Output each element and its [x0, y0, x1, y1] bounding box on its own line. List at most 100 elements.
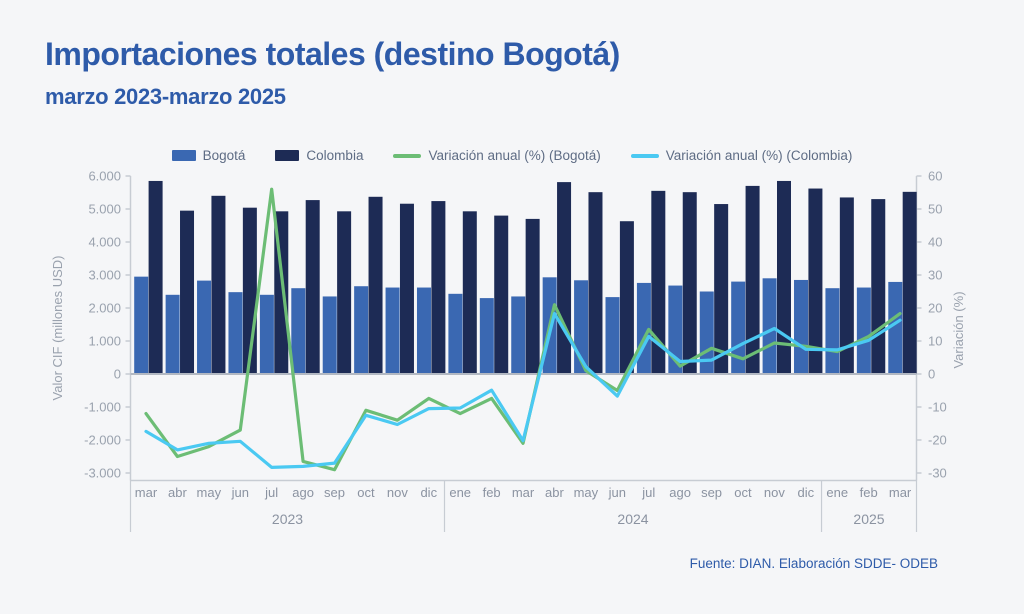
bar-colombia — [211, 195, 226, 374]
bar-bogota — [291, 288, 306, 374]
month-label: oct — [734, 485, 752, 500]
bars-colombia — [148, 180, 917, 374]
left-tick-label: 4.000 — [88, 235, 121, 250]
bar-bogota — [197, 280, 212, 374]
month-label: feb — [483, 485, 501, 500]
left-tick-label: 1.000 — [88, 334, 121, 349]
legend-swatch-bogota-line — [393, 153, 422, 158]
bar-bogota — [322, 296, 337, 374]
chart-legend: Bogotá Colombia Variación anual (%) (Bog… — [0, 148, 1024, 163]
bar-colombia — [431, 201, 446, 374]
month-label: jun — [608, 485, 626, 500]
month-label: jul — [264, 485, 278, 500]
year-groups: 2023 2024 2025 — [129, 480, 918, 532]
month-label: mar — [135, 485, 158, 500]
right-tick-label: 30 — [928, 268, 942, 283]
bar-colombia — [557, 182, 572, 374]
bar-bogota — [511, 296, 526, 374]
bar-colombia — [305, 200, 320, 374]
bar-bogota — [856, 287, 871, 374]
legend-label-variacion-colombia: Variación anual (%) (Colombia) — [665, 148, 853, 163]
bar-bogota — [165, 294, 180, 374]
month-label: dic — [798, 485, 815, 500]
right-tick-label: 10 — [928, 334, 942, 349]
left-tick-label: 3.000 — [88, 268, 121, 283]
bar-colombia — [902, 191, 917, 374]
bar-colombia — [839, 197, 854, 374]
legend-label-variacion-bogota: Variación anual (%) (Bogotá) — [428, 148, 601, 163]
bar-colombia — [494, 215, 509, 374]
legend-label-colombia: Colombia — [306, 148, 364, 163]
bars-bogota — [134, 276, 903, 374]
right-tick-label: -20 — [928, 433, 947, 448]
bar-bogota — [259, 294, 274, 374]
bar-bogota — [134, 276, 149, 374]
left-tick-label: 2.000 — [88, 301, 121, 316]
bar-bogota — [888, 281, 903, 374]
legend-item-colombia: Colombia — [275, 148, 363, 163]
bar-colombia — [808, 188, 823, 374]
bar-bogota — [479, 298, 494, 374]
month-label: abr — [168, 485, 187, 500]
left-axis-ticks: 6.000 5.000 4.000 3.000 2.000 1.000 0 -1.000 -2.… — [84, 169, 131, 481]
bar-bogota — [416, 287, 431, 374]
right-tick-label: -10 — [928, 400, 947, 415]
month-label: oct — [357, 485, 375, 500]
year-label: 2023 — [272, 511, 303, 527]
left-axis-title: Valor CIF (millones USD) — [50, 256, 65, 401]
page-subtitle: marzo 2023-marzo 2025 — [45, 84, 286, 109]
legend-swatch-bogota-bar — [171, 150, 196, 161]
legend-item-variacion-bogota: Variación anual (%) (Bogotá) — [393, 148, 601, 163]
month-label: ene — [449, 485, 471, 500]
left-tick-label: 6.000 — [88, 169, 121, 184]
bar-bogota — [668, 285, 683, 374]
line-variacion-bogota — [144, 187, 902, 472]
bar-colombia — [525, 218, 540, 374]
right-axis-title: Variación (%) — [951, 291, 966, 368]
bar-colombia — [337, 211, 352, 374]
bar-colombia — [651, 190, 666, 374]
right-tick-label: 60 — [928, 169, 942, 184]
month-label: nov — [387, 485, 408, 500]
legend-swatch-colombia-line — [630, 153, 659, 158]
legend-label-bogota: Bogotá — [202, 148, 246, 163]
month-label: may — [574, 485, 599, 500]
right-tick-label: -30 — [928, 466, 947, 481]
month-labels: mar abr may jun jul ago sep oct nov dic ene feb mar a… — [135, 485, 912, 500]
bar-colombia — [588, 192, 603, 374]
month-label: jun — [231, 485, 249, 500]
source-note: Fuente: DIAN. Elaboración SDDE- ODEB — [689, 556, 938, 571]
year-label: 2025 — [853, 511, 884, 527]
page-title: Importaciones totales (destino Bogotá) — [45, 36, 620, 72]
month-label: dic — [420, 485, 437, 500]
line-variacion-colombia — [144, 312, 902, 469]
bar-bogota — [825, 288, 840, 374]
year-label: 2024 — [617, 511, 648, 527]
month-label: ago — [292, 485, 314, 500]
bar-bogota — [385, 287, 400, 374]
bar-colombia — [871, 199, 886, 374]
bar-colombia — [368, 196, 383, 374]
bar-bogota — [794, 279, 809, 374]
bar-bogota — [448, 293, 463, 374]
month-label: sep — [701, 485, 722, 500]
bar-bogota — [731, 281, 746, 374]
bar-bogota — [762, 278, 777, 374]
month-label: mar — [512, 485, 535, 500]
bar-colombia — [777, 180, 791, 374]
left-tick-label: -3.000 — [84, 466, 121, 481]
month-label: jul — [641, 485, 655, 500]
right-tick-label: 0 — [928, 367, 935, 382]
bar-bogota — [228, 292, 243, 374]
month-label: ago — [669, 485, 691, 500]
month-label: nov — [764, 485, 785, 500]
bar-colombia — [399, 203, 414, 374]
month-label: sep — [324, 485, 345, 500]
bar-bogota — [605, 297, 620, 374]
bar-colombia — [745, 185, 760, 374]
month-label: ene — [826, 485, 848, 500]
month-label: feb — [860, 485, 878, 500]
bar-colombia — [714, 204, 729, 374]
